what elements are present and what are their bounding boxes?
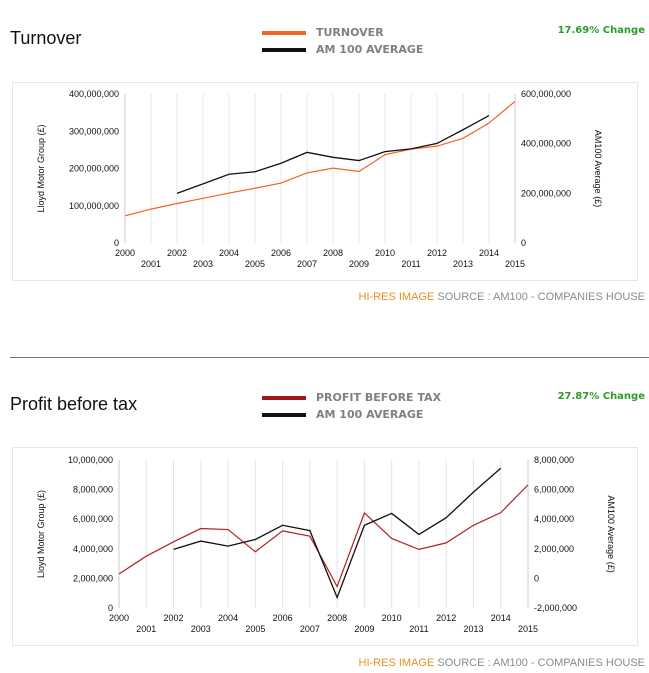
profit-change: 27.87% Change: [557, 391, 645, 402]
y-axis-label: Lloyd Motor Group (£): [36, 490, 46, 578]
turnover-title: Turnover: [10, 28, 82, 48]
y2-tick-label: 2,000,000: [534, 544, 574, 554]
x-tick-label: 2010: [382, 613, 402, 623]
x-tick-label: 2000: [115, 248, 135, 258]
x-tick-label: 2014: [479, 248, 499, 258]
source-text: SOURCE : AM100 - COMPANIES HOUSE: [434, 291, 645, 303]
y-tick-label: 300,000,000: [69, 126, 119, 136]
legend-swatch: [262, 412, 306, 417]
y-tick-label: 0: [108, 603, 113, 613]
y-tick-label: 0: [114, 238, 119, 248]
legend-item: PROFIT BEFORE TAX: [262, 389, 441, 406]
x-tick-label: 2013: [463, 624, 483, 634]
divider: [10, 357, 649, 358]
y2-tick-label: 600,000,000: [521, 89, 571, 99]
legend-item: AM 100 AVERAGE: [262, 406, 441, 423]
x-tick-label: 2012: [427, 248, 447, 258]
y2-tick-label: 8,000,000: [534, 455, 574, 465]
series-line-1: [176, 115, 490, 194]
x-tick-label: 2000: [109, 613, 129, 623]
x-tick-label: 2006: [273, 613, 293, 623]
x-tick-label: 2002: [167, 248, 187, 258]
y2-tick-label: 0: [534, 573, 539, 583]
x-tick-label: 2007: [300, 624, 320, 634]
x-tick-label: 2003: [193, 259, 213, 269]
x-tick-label: 2006: [271, 248, 291, 258]
y-tick-label: 100,000,000: [69, 201, 119, 211]
x-tick-label: 2015: [505, 259, 525, 269]
y-tick-label: 2,000,000: [73, 573, 113, 583]
turnover-legend: TURNOVER AM 100 AVERAGE: [262, 24, 423, 58]
x-tick-label: 2001: [136, 624, 156, 634]
y-axis-label: Lloyd Motor Group (£): [36, 124, 46, 212]
source-note: HI-RES IMAGE SOURCE : AM100 - COMPANIES …: [359, 291, 645, 303]
y-tick-label: 6,000,000: [73, 514, 113, 524]
legend-swatch: [262, 47, 306, 52]
x-tick-label: 2009: [349, 259, 369, 269]
legend-label: AM 100 AVERAGE: [316, 408, 424, 421]
series-line-1: [173, 467, 502, 600]
legend-swatch: [262, 395, 306, 400]
y-tick-label: 400,000,000: [69, 89, 119, 99]
legend-label: TURNOVER: [316, 26, 384, 39]
y2-axis-label: AM100 Average (£): [606, 495, 616, 572]
series-line-0: [124, 100, 516, 217]
profit-chart: 2000 2001 2002 2003 2004 2005 2006 2007 2008 2009…: [12, 447, 638, 646]
x-tick-label: 2010: [375, 248, 395, 258]
x-tick-label: 2013: [453, 259, 473, 269]
x-tick-label: 2002: [164, 613, 184, 623]
x-tick-label: 2001: [141, 259, 161, 269]
legend-label: AM 100 AVERAGE: [316, 43, 424, 56]
x-tick-label: 2009: [354, 624, 374, 634]
y2-tick-label: 200,000,000: [521, 188, 571, 198]
series-line-0: [118, 484, 529, 588]
y2-tick-label: 0: [521, 238, 526, 248]
hi-res-image-link[interactable]: HI-RES IMAGE: [358, 657, 435, 669]
x-tick-label: 2004: [219, 248, 239, 258]
x-tick-label: 2008: [323, 248, 343, 258]
x-tick-label: 2003: [191, 624, 211, 634]
y-tick-label: 8,000,000: [73, 485, 113, 495]
hi-res-image-link[interactable]: HI-RES IMAGE: [358, 291, 435, 303]
x-tick-label: 2005: [245, 259, 265, 269]
x-tick-label: 2005: [245, 624, 265, 634]
source-text: SOURCE : AM100 - COMPANIES HOUSE: [434, 657, 645, 669]
legend-item: AM 100 AVERAGE: [262, 41, 423, 58]
turnover-change: 17.69% Change: [557, 25, 645, 36]
x-tick-label: 2007: [297, 259, 317, 269]
x-tick-label: 2012: [436, 613, 456, 623]
source-note: HI-RES IMAGE SOURCE : AM100 - COMPANIES …: [359, 657, 645, 669]
legend-swatch: [262, 30, 306, 35]
y2-tick-label: 400,000,000: [521, 139, 571, 149]
x-tick-label: 2011: [409, 624, 428, 634]
turnover-chart: 2000 2001 2002 2003 2004 2005 2006 2007 2008 2009…: [12, 82, 638, 281]
x-tick-label: 2011: [401, 259, 420, 269]
legend-item: TURNOVER: [262, 24, 423, 41]
legend-label: PROFIT BEFORE TAX: [316, 391, 442, 404]
y-tick-label: 4,000,000: [73, 544, 113, 554]
profit-legend: PROFIT BEFORE TAX AM 100 AVERAGE: [262, 389, 441, 423]
y2-tick-label: 4,000,000: [534, 514, 574, 524]
profit-title: Profit before tax: [10, 394, 138, 414]
y2-axis-label: AM100 Average (£): [593, 130, 603, 207]
x-tick-label: 2014: [491, 613, 511, 623]
y-tick-label: 10,000,000: [68, 455, 113, 465]
x-tick-label: 2004: [218, 613, 238, 623]
y2-tick-label: -2,000,000: [534, 603, 577, 613]
x-tick-label: 2015: [518, 624, 538, 634]
y2-tick-label: 6,000,000: [534, 485, 574, 495]
x-tick-label: 2008: [327, 613, 347, 623]
y-tick-label: 200,000,000: [69, 164, 119, 174]
